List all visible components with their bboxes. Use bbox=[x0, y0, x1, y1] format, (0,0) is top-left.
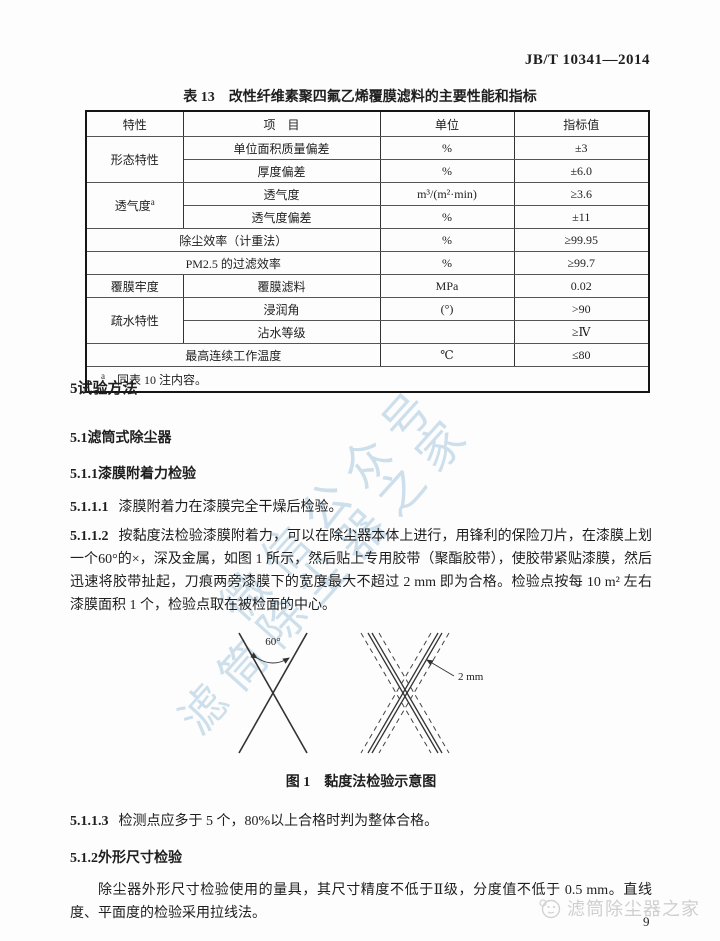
heading-5-1-2: 5.1.2外形尺寸检验 bbox=[70, 851, 182, 866]
table-row: 最高连续工作温度 ℃ ≤80 bbox=[85, 343, 650, 367]
page-number: 9 bbox=[643, 914, 650, 929]
item-cell: PM2.5 的过滤效率 bbox=[85, 251, 381, 275]
unit-cell: MPa bbox=[379, 274, 515, 298]
value-cell: ±3 bbox=[513, 136, 650, 160]
table-row: 沾水等级 ≥Ⅳ bbox=[86, 320, 650, 344]
brand-name: 滤筒除尘器之家 bbox=[567, 899, 700, 919]
feature-cell: 形态特性 bbox=[85, 136, 184, 183]
right-x-cut-dashed bbox=[360, 632, 450, 754]
item-cell: 沾水等级 bbox=[182, 320, 381, 344]
document-body: 5试验方法 5.1滤筒式除尘器 5.1.1漆膜附着力检验 5.1.1.1 漆膜附着… bbox=[70, 372, 652, 941]
value-cell: ≥99.95 bbox=[513, 228, 650, 252]
unit-cell: % bbox=[379, 205, 515, 229]
footnote-ref: a bbox=[150, 197, 155, 207]
item-cell: 透气度偏差 bbox=[182, 205, 381, 229]
feature-cell: 透气度a bbox=[85, 182, 184, 229]
heading-5-1: 5.1滤筒式除尘器 bbox=[70, 431, 172, 446]
item-cell: 透气度 bbox=[182, 182, 381, 206]
col-header-feature: 特性 bbox=[85, 110, 184, 137]
value-cell: ≥3.6 bbox=[513, 182, 650, 206]
col-header-item: 项 目 bbox=[182, 110, 381, 137]
clause-5-1-1-3: 5.1.1.3 检测点应多于 5 个，80%以上合格时判为整体合格。 bbox=[70, 814, 439, 829]
value-cell: >90 bbox=[513, 297, 650, 321]
table-row: 形态特性 单位面积质量偏差 % ±3 bbox=[85, 136, 650, 183]
table-row: 疏水特性 浸润角 (°) >90 bbox=[85, 297, 650, 344]
clause-5-1-1-2: 5.1.1.2 按黏度法检验漆膜附着力，可以在除尘器本体上进行，用锋利的保险刀片，… bbox=[70, 529, 652, 613]
item-cell: 厚度偏差 bbox=[182, 159, 381, 183]
unit-cell: % bbox=[379, 228, 515, 252]
angle-label: 60° bbox=[265, 636, 280, 648]
feature-cell: 覆膜牢度 bbox=[85, 274, 184, 298]
table-13: 特性 项 目 单位 指标值 形态特性 单位面积质量偏差 % ±3 厚度偏差 % … bbox=[85, 110, 650, 393]
feature-cell: 疏水特性 bbox=[85, 297, 184, 344]
value-cell: ±11 bbox=[513, 205, 650, 229]
table-footnote: a 同表 10 注内容。 bbox=[85, 366, 650, 393]
table-row: 透气度a 透气度 m³/(m²·min) ≥3.6 bbox=[85, 182, 650, 229]
item-cell: 最高连续工作温度 bbox=[85, 343, 381, 367]
heading-5: 5试验方法 bbox=[70, 381, 138, 397]
table-row: 除尘效率（计重法） % ≥99.95 bbox=[85, 228, 650, 252]
table-13-title: 表 13 改性纤维素聚四氟乙烯覆膜滤料的主要性能和指标 bbox=[183, 90, 537, 105]
table-row: 覆膜牢度 覆膜滤料 MPa 0.02 bbox=[85, 274, 650, 298]
left-x-cut bbox=[238, 632, 308, 754]
value-cell: ≤80 bbox=[513, 343, 650, 367]
figure-1-caption: 图 1 黏度法检验示意图 bbox=[285, 775, 437, 790]
width-pointer bbox=[426, 659, 455, 677]
footnote-marker: a bbox=[101, 370, 105, 381]
item-cell: 单位面积质量偏差 bbox=[182, 136, 381, 160]
value-cell: ±6.0 bbox=[513, 159, 650, 183]
footnote-text: 同表 10 注内容。 bbox=[117, 372, 208, 387]
standard-code-header: JB/T 10341—2014 bbox=[524, 52, 650, 68]
right-x-cut-solid bbox=[367, 632, 443, 754]
table-header-row: 特性 项 目 单位 指标值 bbox=[85, 110, 650, 137]
unit-cell: (°) bbox=[379, 297, 515, 321]
item-cell: 浸润角 bbox=[182, 297, 381, 321]
cartoon-face-icon bbox=[539, 899, 561, 919]
table-row: PM2.5 的过滤效率 % ≥99.7 bbox=[85, 251, 650, 275]
col-header-value: 指标值 bbox=[513, 110, 650, 137]
brand-watermark: 滤筒除尘器之家 bbox=[538, 895, 700, 921]
col-header-unit: 单位 bbox=[379, 110, 515, 137]
value-cell: ≥99.7 bbox=[513, 251, 650, 275]
unit-cell: % bbox=[379, 136, 515, 160]
item-cell: 覆膜滤料 bbox=[182, 274, 381, 298]
table-footnote-row: a 同表 10 注内容。 bbox=[85, 366, 650, 393]
heading-5-1-1: 5.1.1漆膜附着力检验 bbox=[70, 467, 196, 482]
unit-cell: % bbox=[379, 251, 515, 275]
paragraph-5-1-2: 除尘器外形尺寸检验使用的量具，其尺寸精度不低于Ⅱ级，分度值不低于 0.5 mm。… bbox=[70, 883, 652, 921]
unit-cell: ℃ bbox=[379, 343, 515, 367]
value-cell: 0.02 bbox=[513, 274, 650, 298]
unit-cell bbox=[379, 320, 515, 344]
value-cell: ≥Ⅳ bbox=[513, 320, 650, 344]
angle-arc bbox=[250, 652, 290, 664]
unit-cell: % bbox=[379, 159, 515, 183]
table-row: 厚度偏差 % ±6.0 bbox=[86, 159, 650, 183]
clause-5-1-1-1: 5.1.1.1 漆膜附着力在漆膜完全干燥后检验。 bbox=[70, 500, 343, 515]
adhesion-test-diagram: 60° 2 mm bbox=[238, 632, 484, 754]
figure-1: 60° 2 mm bbox=[211, 627, 511, 767]
unit-cell: m³/(m²·min) bbox=[379, 182, 515, 206]
item-cell: 除尘效率（计重法） bbox=[85, 228, 381, 252]
width-label: 2 mm bbox=[458, 671, 484, 683]
